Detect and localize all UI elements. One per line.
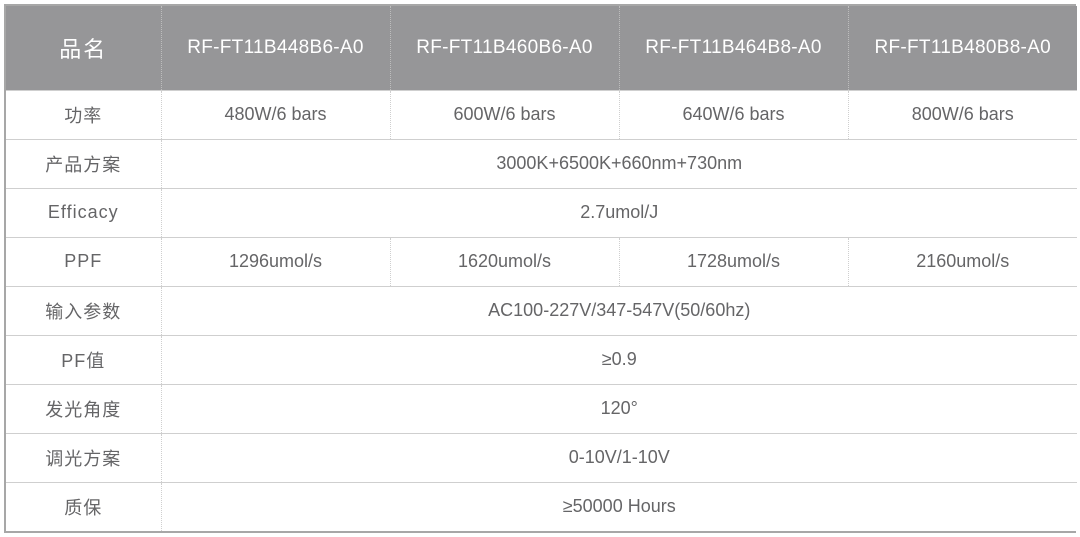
header-model: RF-FT11B480B8-A0 xyxy=(848,6,1077,90)
spec-table: 品名 RF-FT11B448B6-A0 RF-FT11B460B6-A0 RF-… xyxy=(6,6,1077,531)
row-value-merged: AC100-227V/347-547V(50/60hz) xyxy=(161,286,1077,335)
table-row: 发光角度120° xyxy=(6,384,1077,433)
row-label: 发光角度 xyxy=(6,384,161,433)
row-label: 产品方案 xyxy=(6,139,161,188)
row-value-merged: ≥0.9 xyxy=(161,335,1077,384)
table-row: 输入参数AC100-227V/347-547V(50/60hz) xyxy=(6,286,1077,335)
row-label: 输入参数 xyxy=(6,286,161,335)
table-row: 产品方案3000K+6500K+660nm+730nm xyxy=(6,139,1077,188)
table-row: PPF1296umol/s1620umol/s1728umol/s2160umo… xyxy=(6,237,1077,286)
row-value-merged: ≥50000 Hours xyxy=(161,482,1077,531)
table-header-row: 品名 RF-FT11B448B6-A0 RF-FT11B460B6-A0 RF-… xyxy=(6,6,1077,90)
row-label: 功率 xyxy=(6,90,161,139)
row-label: PPF xyxy=(6,237,161,286)
row-value-merged: 3000K+6500K+660nm+730nm xyxy=(161,139,1077,188)
table-row: 调光方案0-10V/1-10V xyxy=(6,433,1077,482)
spec-table-container: 品名 RF-FT11B448B6-A0 RF-FT11B460B6-A0 RF-… xyxy=(4,4,1076,533)
table-row: PF值≥0.9 xyxy=(6,335,1077,384)
table-row: 质保≥50000 Hours xyxy=(6,482,1077,531)
row-value: 480W/6 bars xyxy=(161,90,390,139)
row-label: PF值 xyxy=(6,335,161,384)
header-model: RF-FT11B464B8-A0 xyxy=(619,6,848,90)
row-value-merged: 120° xyxy=(161,384,1077,433)
row-value: 800W/6 bars xyxy=(848,90,1077,139)
header-model: RF-FT11B448B6-A0 xyxy=(161,6,390,90)
table-row: 功率480W/6 bars600W/6 bars640W/6 bars800W/… xyxy=(6,90,1077,139)
row-value: 600W/6 bars xyxy=(390,90,619,139)
row-label: 调光方案 xyxy=(6,433,161,482)
row-value: 1728umol/s xyxy=(619,237,848,286)
row-value: 640W/6 bars xyxy=(619,90,848,139)
row-value-merged: 2.7umol/J xyxy=(161,188,1077,237)
table-row: Efficacy2.7umol/J xyxy=(6,188,1077,237)
row-label: 质保 xyxy=(6,482,161,531)
table-body: 功率480W/6 bars600W/6 bars640W/6 bars800W/… xyxy=(6,90,1077,531)
header-model: RF-FT11B460B6-A0 xyxy=(390,6,619,90)
row-value: 1296umol/s xyxy=(161,237,390,286)
row-value: 2160umol/s xyxy=(848,237,1077,286)
row-value-merged: 0-10V/1-10V xyxy=(161,433,1077,482)
row-value: 1620umol/s xyxy=(390,237,619,286)
row-label: Efficacy xyxy=(6,188,161,237)
header-label: 品名 xyxy=(6,6,161,90)
